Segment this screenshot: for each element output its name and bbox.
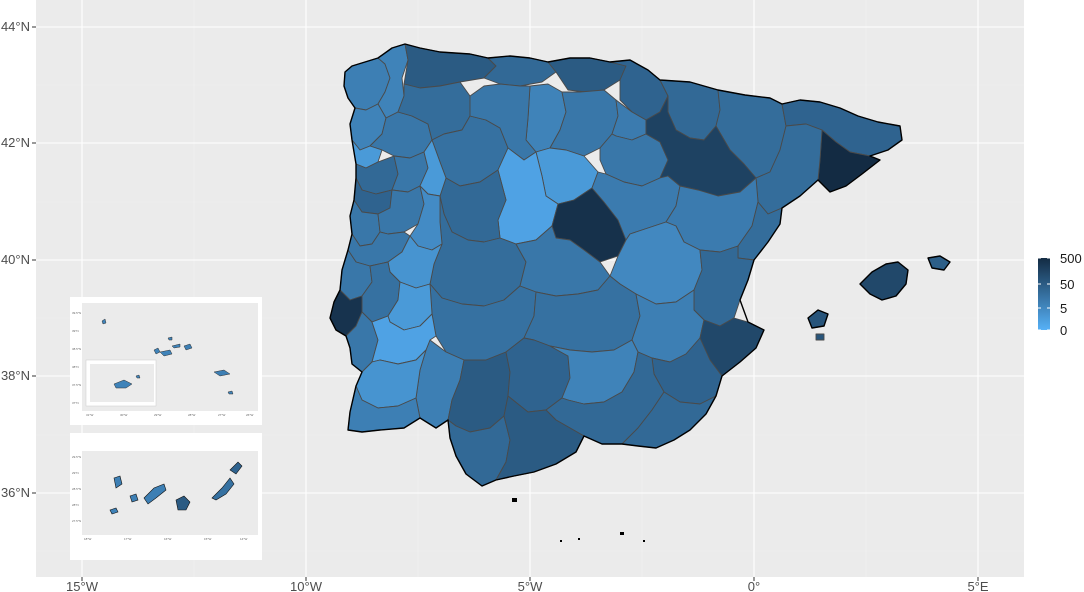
inset-tick-label: 37.5°N — [72, 383, 81, 387]
inset-tick-label: 18°W — [84, 537, 92, 541]
x-tick-label: 5°W — [518, 579, 543, 592]
inset-tick-label: 17°W — [124, 537, 132, 541]
inset-tick-label: 16°W — [164, 537, 172, 541]
legend-label: 0 — [1060, 323, 1067, 338]
inset-tick-label: 38.5°N — [72, 347, 81, 351]
inset-tick-label: 29°N — [72, 471, 79, 475]
axis-ticks — [32, 26, 979, 581]
island-flores[interactable] — [101, 318, 107, 325]
inset-tick-label: 28°W — [188, 413, 196, 417]
legend-label: 50 — [1060, 277, 1074, 292]
inset-azores-madeira: 39.5°N 39°N 38.5°N 38°N 37.5°N 37°N 31°W… — [70, 297, 262, 425]
inset-azores-ticks: 39.5°N 39°N 38.5°N 38°N 37.5°N 37°N 31°W… — [72, 311, 254, 417]
island-graciosa[interactable] — [167, 336, 173, 341]
y-tick-label: 38°N — [1, 368, 30, 383]
island-santa-maria[interactable] — [227, 390, 234, 395]
island-la-gomera[interactable] — [129, 493, 139, 503]
inset-canarias: 29.5°N 29°N 28.5°N 28°N 27.5°N 18°W 17°W… — [70, 433, 262, 560]
island-gran-canaria[interactable] — [175, 495, 191, 511]
island-terceira[interactable] — [183, 343, 193, 351]
inset-tick-label: 28°N — [72, 503, 79, 507]
y-tick-label: 40°N — [1, 252, 30, 267]
inset-tick-label: 15°W — [204, 537, 212, 541]
legend: 500 50 5 0 — [1038, 251, 1082, 338]
island-porto-santo[interactable] — [135, 374, 141, 379]
island-el-hierro[interactable] — [109, 507, 119, 515]
inset-tick-label: 37°N — [72, 401, 79, 405]
island-sao-jorge[interactable] — [171, 343, 181, 349]
coastline — [329, 43, 951, 487]
inset-tick-label: 38°N — [72, 365, 79, 369]
legend-label: 500 — [1060, 251, 1082, 266]
island-madeira[interactable] — [113, 379, 133, 389]
island-la-palma[interactable] — [113, 475, 123, 489]
y-tick-label: 42°N — [1, 135, 30, 150]
inset-tick-label: 14°W — [240, 537, 248, 541]
inset-tick-label: 30°W — [120, 413, 128, 417]
island-lanzarote[interactable] — [229, 461, 243, 475]
inset-canarias-ticks: 29.5°N 29°N 28.5°N 28°N 27.5°N 18°W 17°W… — [72, 455, 248, 541]
island-pico[interactable] — [159, 349, 173, 357]
inset-tick-label: 27.5°N — [72, 519, 81, 523]
minor-islets — [512, 498, 645, 542]
island-sao-miguel[interactable] — [213, 369, 231, 377]
inset-tick-label: 29.5°N — [72, 455, 81, 459]
y-tick-label: 44°N — [1, 19, 30, 34]
x-tick-label: 10°W — [290, 579, 323, 592]
region-valladolid[interactable] — [469, 83, 537, 161]
y-axis-labels: 44°N 42°N 40°N 38°N 36°N — [1, 19, 30, 500]
inset-tick-label: 29°W — [154, 413, 162, 417]
x-tick-label: 0° — [748, 579, 760, 592]
island-fuerteventura[interactable] — [211, 477, 235, 501]
legend-colorbar — [1038, 258, 1050, 330]
inset-panel — [82, 451, 258, 535]
x-tick-label: 15°W — [66, 579, 99, 592]
inset-tick-label: 28.5°N — [72, 487, 81, 491]
inset-tick-label: 27°W — [218, 413, 226, 417]
y-tick-label: 36°N — [1, 485, 30, 500]
legend-label: 5 — [1060, 301, 1067, 316]
inset-tick-label: 39.5°N — [72, 311, 81, 315]
inset-tick-label: 39°N — [72, 329, 79, 333]
inset-tick-label: 26°W — [246, 413, 254, 417]
island-tenerife[interactable] — [143, 483, 167, 505]
inset-tick-label: 31°W — [86, 413, 94, 417]
x-tick-label: 5°E — [967, 579, 988, 592]
x-axis-labels: 15°W 10°W 5°W 0° 5°E — [66, 579, 989, 592]
